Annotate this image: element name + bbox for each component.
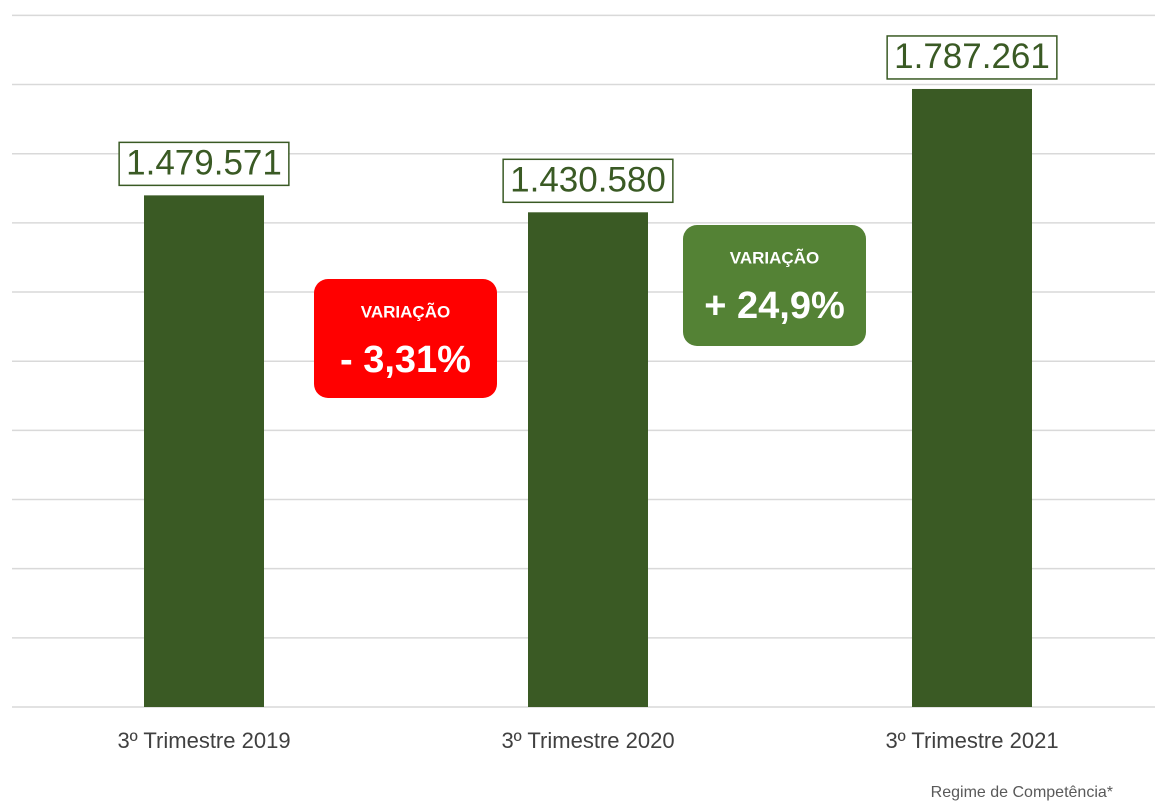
annotation-text: + 24,9% [704,285,845,327]
bar [144,195,264,707]
value-label-box [886,35,1058,80]
bar [912,88,1032,707]
value-label-box [118,141,290,187]
bar [528,212,648,708]
value-label: 1.787.261 [894,37,1050,76]
annotation-box [683,225,866,346]
annotation-text: - 3,31% [340,339,471,381]
x-tick-label: 3º Trimestre 2020 [501,728,674,753]
x-tick-label: 3º Trimestre 2021 [885,728,1058,753]
annotation-box [314,279,497,398]
annotation-title: VARIAÇÃO [361,301,450,321]
x-tick-label: 3º Trimestre 2019 [117,728,290,753]
value-label: 1.430.580 [510,161,666,200]
value-label-box [502,158,674,204]
value-label: 1.479.571 [126,144,282,183]
footnote: Regime de Competência* [931,784,1113,801]
annotation-title: VARIAÇÃO [730,247,819,267]
